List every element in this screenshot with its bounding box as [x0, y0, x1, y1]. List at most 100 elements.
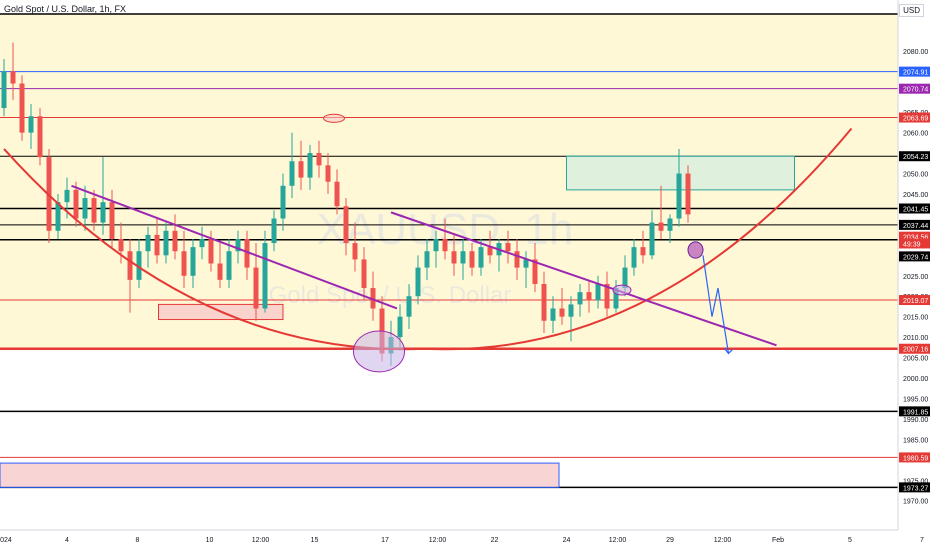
candle-body	[640, 247, 646, 256]
price-tick-label: 1995.00	[903, 396, 928, 403]
level-price-tag[interactable]	[899, 406, 930, 417]
candle-body	[136, 251, 142, 280]
candle-body	[154, 234, 160, 256]
candle-body	[325, 165, 331, 182]
currency-badge[interactable]: USD	[899, 4, 924, 17]
candle-body	[361, 259, 367, 289]
candle-body	[676, 173, 682, 219]
trendline[interactable]	[71, 184, 398, 310]
time-tick-label: 5	[848, 537, 852, 544]
candle-body	[523, 259, 529, 268]
candle-body	[145, 234, 151, 252]
time-tick-label: 12:00	[609, 537, 627, 544]
highlight-ellipse[interactable]	[323, 113, 345, 123]
level-price-tag[interactable]	[899, 295, 930, 306]
price-tag[interactable]	[899, 231, 930, 242]
candle-body	[550, 308, 556, 321]
level-price-tag[interactable]	[899, 452, 930, 463]
candle-body	[667, 218, 673, 231]
candle-body	[334, 181, 340, 207]
time-tick-label: 12:00	[429, 537, 447, 544]
candle-body	[631, 247, 637, 268]
candle-body	[1, 71, 7, 109]
level-price-tag[interactable]	[899, 151, 930, 162]
price-tick-label: 2080.00	[903, 49, 928, 56]
candle-body	[577, 292, 583, 305]
candle-body	[424, 251, 430, 268]
time-tick-label: Feb	[772, 537, 784, 544]
candle-body	[586, 292, 592, 301]
price-tick-label: 2000.00	[903, 376, 928, 383]
candle-body	[190, 247, 196, 276]
candle-body	[451, 251, 457, 264]
candle-body	[442, 238, 448, 252]
price-tick-label: 2015.00	[903, 315, 928, 322]
candle-body	[514, 251, 520, 268]
level-price-tag[interactable]	[899, 83, 930, 94]
candle-body	[244, 238, 250, 268]
candle-body	[262, 243, 268, 309]
price-tag-text: 49:39	[903, 241, 921, 248]
level-price-text: 1980.59	[903, 455, 928, 462]
level-price-tag[interactable]	[899, 66, 930, 77]
level-price-text: 2041.45	[903, 206, 928, 213]
trendline[interactable]	[390, 211, 777, 347]
level-price-text: 2019.07	[903, 298, 928, 305]
symbol-title: Gold Spot / U.S. Dollar, 1h, FX	[4, 4, 127, 14]
candle-body	[199, 238, 205, 248]
time-tick-label: 12:00	[252, 537, 270, 544]
price-tick-label: 2005.00	[903, 356, 928, 363]
rounding-bottom-curve[interactable]	[3, 127, 853, 351]
candle-body	[649, 222, 655, 256]
candle-body	[91, 198, 97, 223]
drawings[interactable]	[3, 113, 853, 373]
price-tick-label: 2045.00	[903, 192, 928, 199]
time-tick-label: 29	[666, 537, 674, 544]
time-tick-label: 17	[381, 537, 389, 544]
level-price-tag[interactable]	[899, 203, 930, 214]
candle-body	[100, 202, 106, 223]
candle-body	[685, 173, 691, 215]
candle-body	[73, 189, 79, 219]
candle-body	[271, 218, 277, 244]
candle-body	[433, 238, 439, 252]
price-tick-label: 2025.00	[903, 274, 928, 281]
candle-body	[28, 116, 34, 133]
candle-body	[127, 251, 133, 280]
price-tick-label: 2010.00	[903, 335, 928, 342]
projection-arrow[interactable]	[702, 255, 730, 354]
price-tag-text: 2029.74	[903, 254, 928, 261]
price-tag-text: 2034.56	[903, 235, 928, 242]
candle-body	[118, 238, 124, 252]
level-price-text: 1973.27	[903, 485, 928, 492]
level-price-tag[interactable]	[899, 482, 930, 493]
price-tick-label: 1970.00	[903, 499, 928, 506]
candle-body	[532, 259, 538, 284]
price-tag[interactable]	[899, 238, 930, 249]
candle-body	[622, 267, 628, 289]
highlight-ellipse[interactable]	[687, 241, 704, 259]
lower-box[interactable]	[0, 462, 560, 488]
candle-body	[613, 288, 619, 309]
highlight-ellipse[interactable]	[612, 284, 632, 296]
candle-body	[370, 288, 376, 309]
candle-body	[226, 251, 232, 280]
level-price-text: 2037.44	[903, 223, 928, 230]
candle-body	[19, 83, 25, 133]
level-price-tag[interactable]	[899, 112, 930, 123]
candle-body	[172, 230, 178, 252]
time-axis[interactable]: 2024 4 8 10 12:00 15 17 12:00 22 24 12:00 29 12:00 Fe…	[0, 529, 924, 544]
candle-body	[217, 263, 223, 280]
price-tag[interactable]	[899, 251, 930, 262]
candle-body	[55, 202, 61, 231]
price-axis[interactable]: 2080.002075.002065.002060.002050.002045.…	[897, 0, 932, 550]
level-price-tag[interactable]	[899, 343, 930, 354]
level-price-text: 2054.23	[903, 154, 928, 161]
level-price-tag[interactable]	[899, 219, 930, 230]
candle-body	[487, 247, 493, 256]
highlight-ellipse[interactable]	[353, 330, 405, 373]
candle-body	[235, 238, 241, 252]
level-price-text: 2070.74	[903, 87, 928, 94]
